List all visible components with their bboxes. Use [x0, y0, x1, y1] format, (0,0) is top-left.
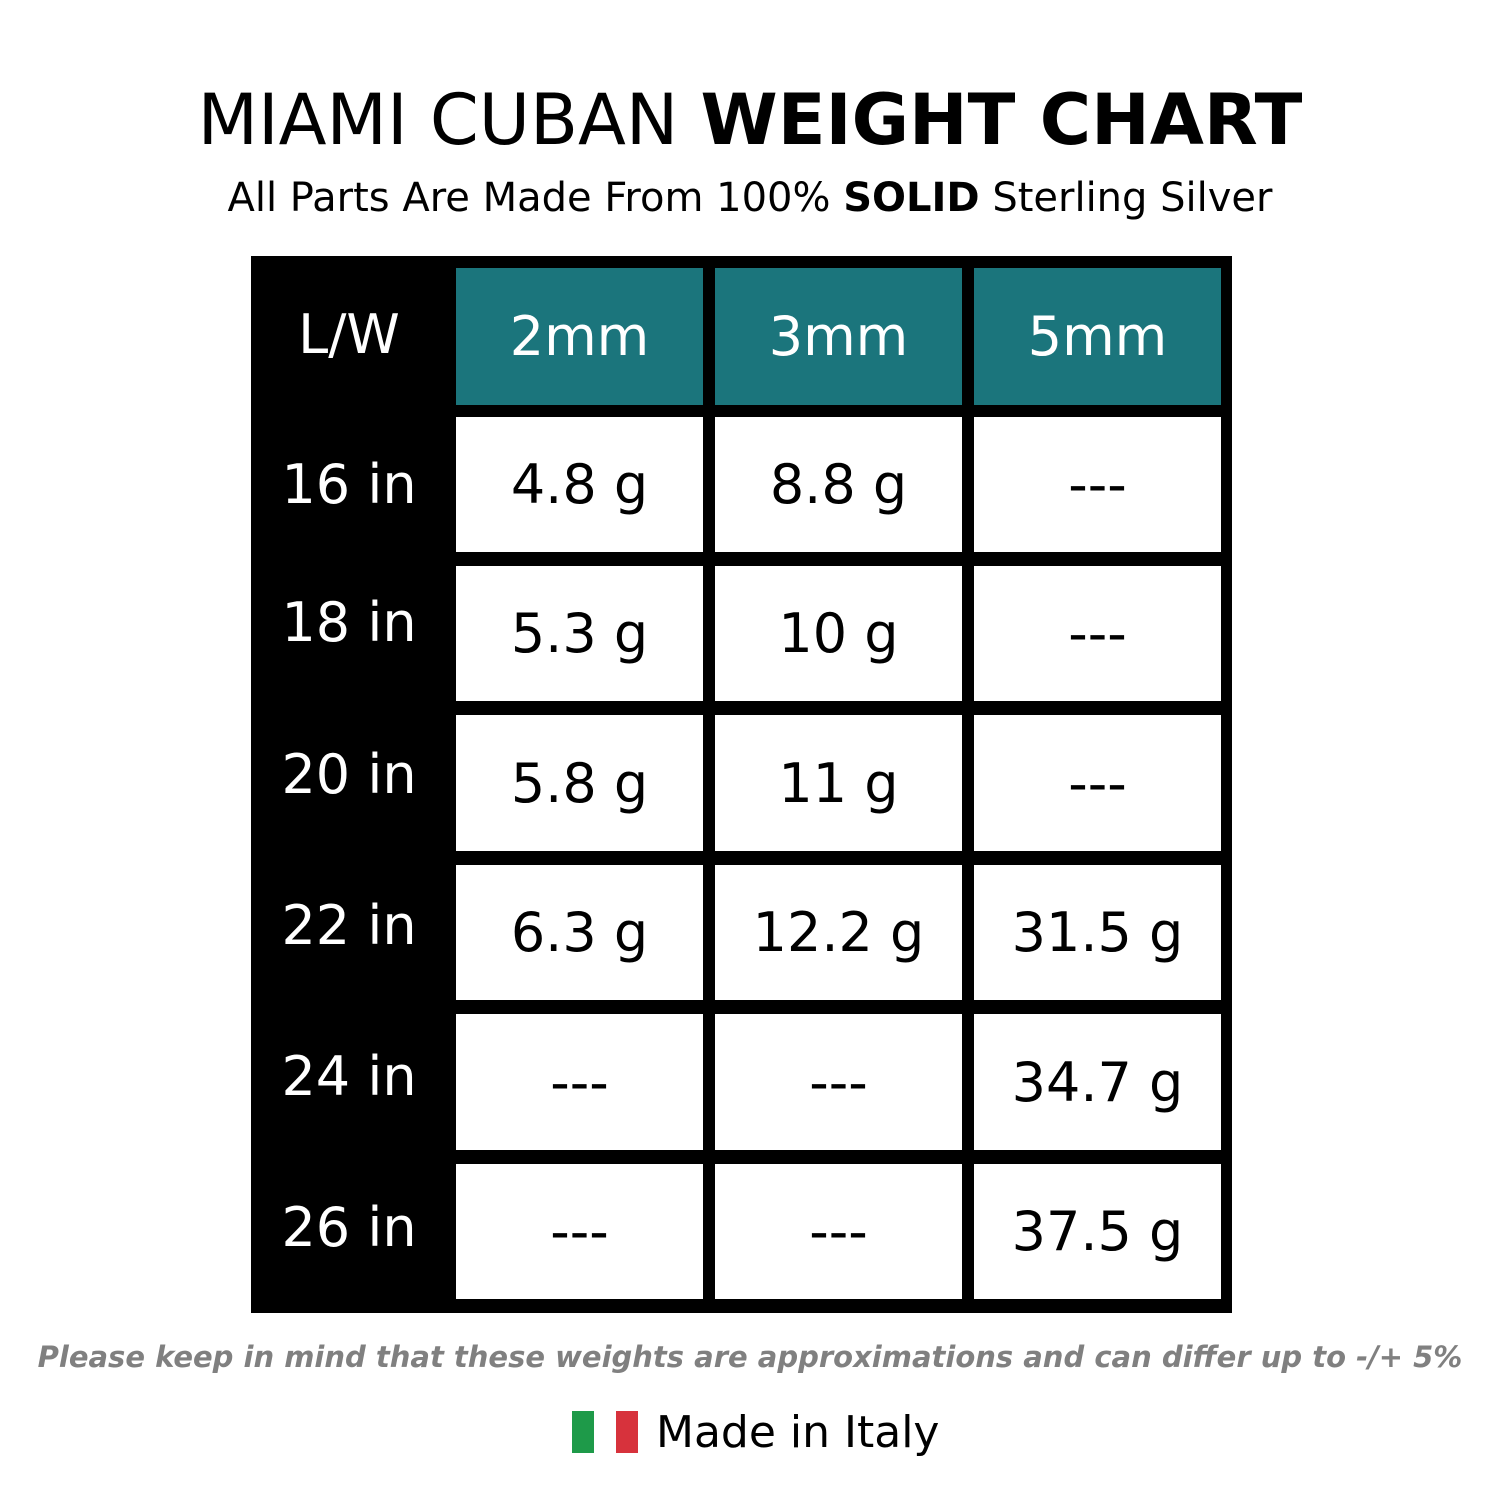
cell-24-2mm: --- — [456, 1014, 703, 1150]
italy-flag-icon — [572, 1411, 638, 1453]
row-label-20-in: 20 in — [281, 743, 417, 806]
cell-16-5mm: --- — [974, 417, 1221, 552]
cell-18-5mm: --- — [974, 566, 1221, 701]
cell-26-5mm: 37.5 g — [974, 1164, 1221, 1299]
row-label-24-in: 24 in — [281, 1045, 417, 1108]
subtitle-bold: SOLID — [843, 175, 980, 221]
page-subtitle: All Parts Are Made From 100% SOLID Sterl… — [0, 170, 1500, 226]
cell-24-5mm: 34.7 g — [974, 1014, 1221, 1150]
column-header-5mm: 5mm — [974, 268, 1221, 405]
cell-26-2mm: --- — [456, 1164, 703, 1299]
subtitle-post: Sterling Silver — [992, 175, 1273, 221]
made-in-italy: Made in Italy — [572, 1402, 939, 1462]
row-label-22-in: 22 in — [281, 894, 417, 957]
row-label-26-in: 26 in — [281, 1196, 417, 1259]
title-regular: MIAMI CUBAN — [197, 79, 679, 161]
cell-20-5mm: --- — [974, 715, 1221, 851]
column-header-2mm: 2mm — [456, 268, 703, 405]
cell-16-2mm: 4.8 g — [456, 417, 703, 552]
row-label-18-in: 18 in — [281, 591, 417, 654]
cell-22-5mm: 31.5 g — [974, 865, 1221, 1000]
weight-table: L/W 2mm 3mm 5mm 16 in 4.8 g 8.8 g --- 18… — [251, 256, 1232, 1313]
cell-22-2mm: 6.3 g — [456, 865, 703, 1000]
corner-label: L/W — [298, 303, 400, 366]
page-title: MIAMI CUBAN WEIGHT CHART — [0, 78, 1500, 162]
made-in-label: Made in Italy — [656, 1406, 940, 1458]
cell-18-2mm: 5.3 g — [456, 566, 703, 701]
cell-18-3mm: 10 g — [715, 566, 962, 701]
column-header-3mm: 3mm — [715, 268, 962, 405]
cell-20-3mm: 11 g — [715, 715, 962, 851]
subtitle-pre: All Parts Are Made From 100% — [227, 175, 831, 221]
cell-26-3mm: --- — [715, 1164, 962, 1299]
cell-16-3mm: 8.8 g — [715, 417, 962, 552]
cell-20-2mm: 5.8 g — [456, 715, 703, 851]
title-bold: WEIGHT CHART — [700, 79, 1303, 161]
row-label-16-in: 16 in — [281, 453, 417, 516]
cell-24-3mm: --- — [715, 1014, 962, 1150]
disclaimer: Please keep in mind that these weights a… — [37, 1340, 1463, 1374]
cell-22-3mm: 12.2 g — [715, 865, 962, 1000]
